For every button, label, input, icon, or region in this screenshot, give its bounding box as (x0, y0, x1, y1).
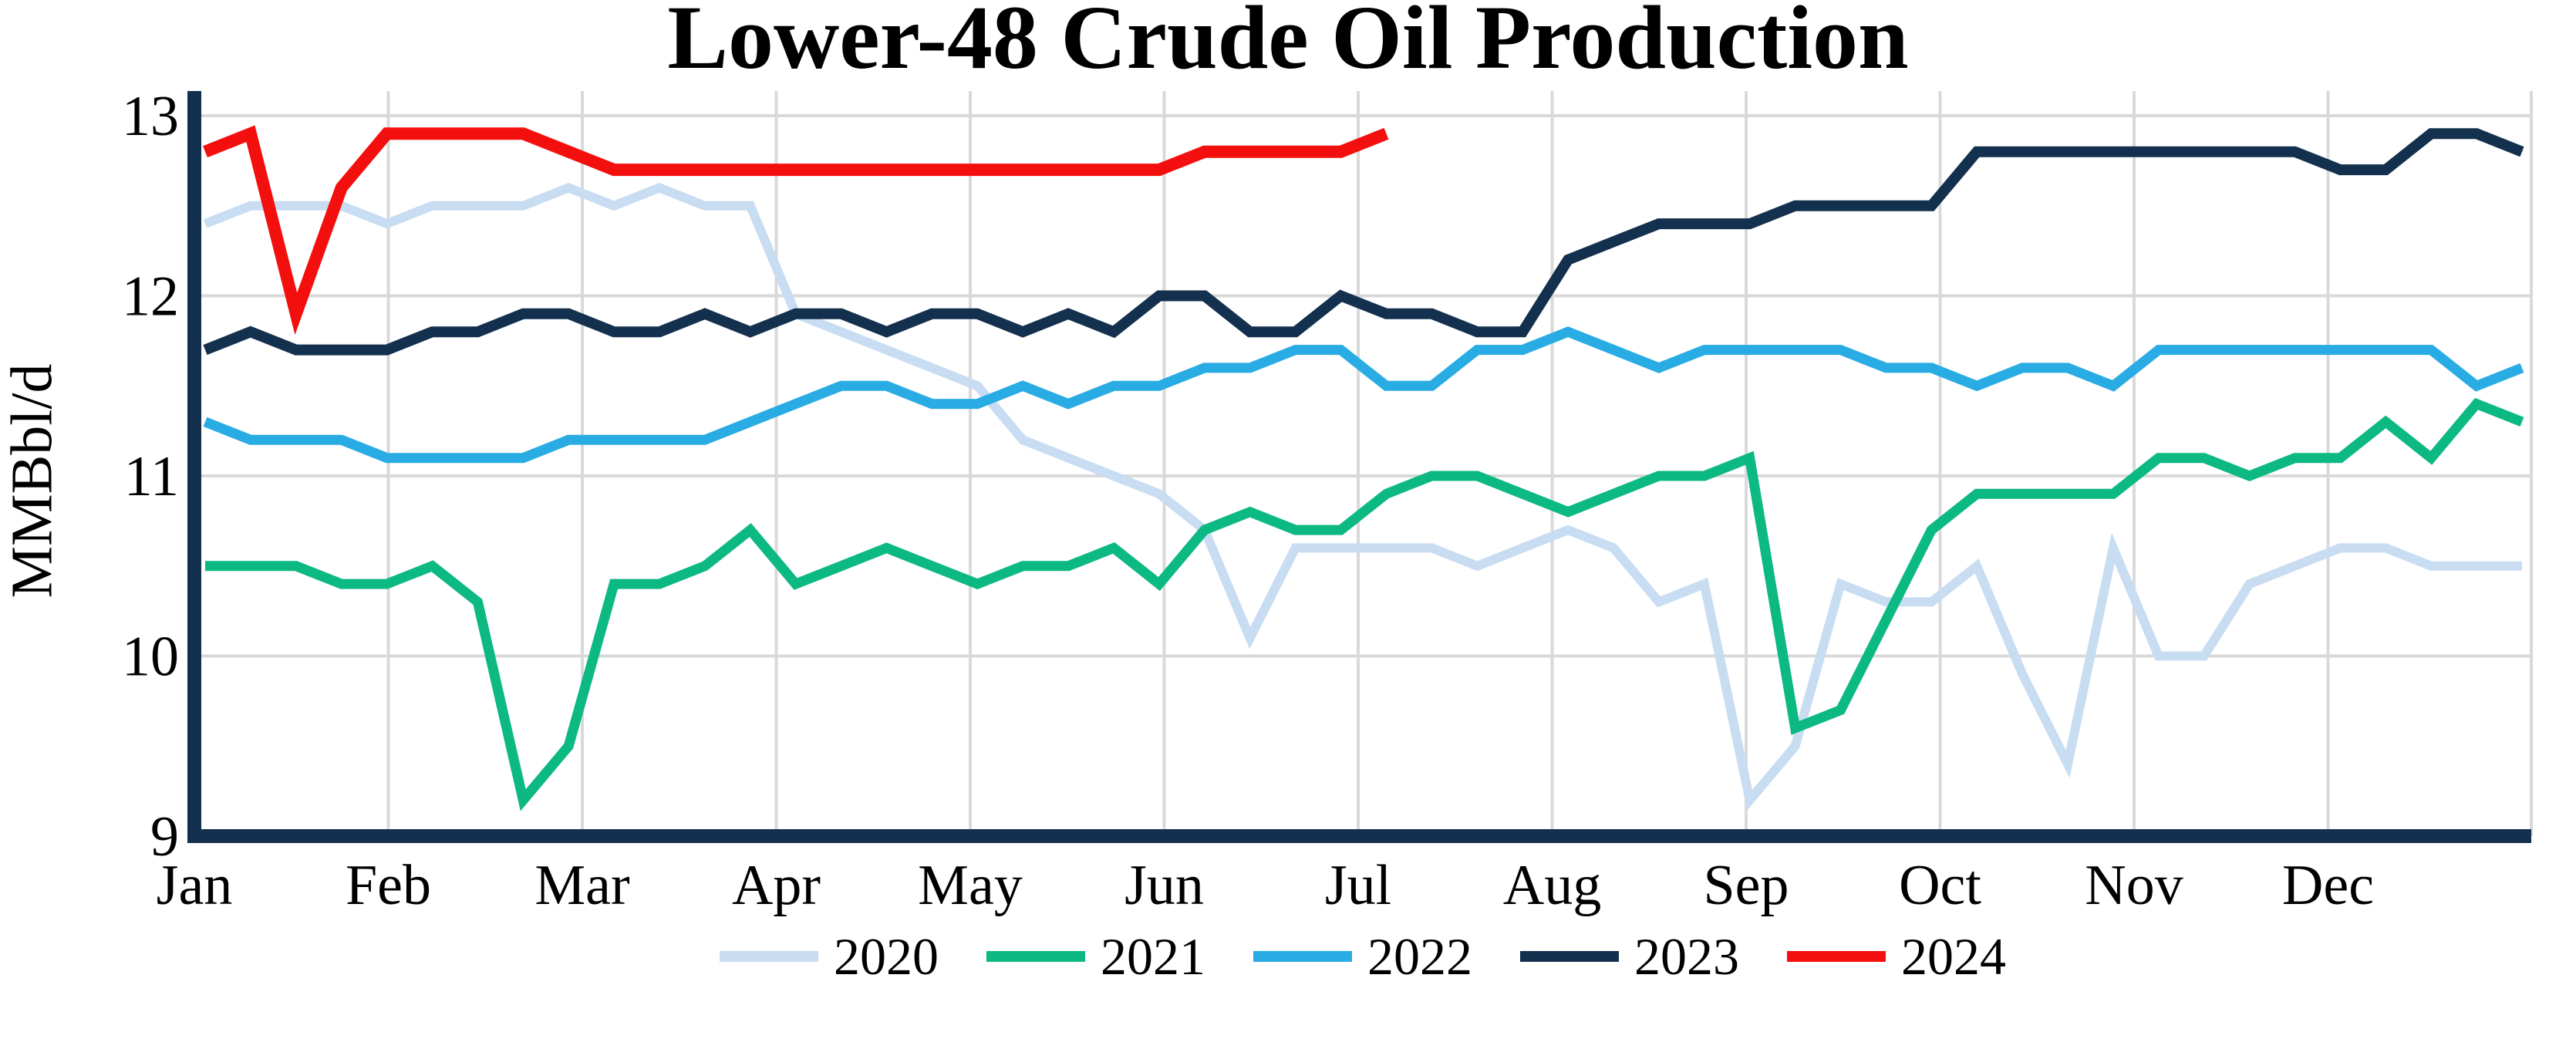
x-tick-label-sep: Sep (1704, 854, 1789, 917)
chart-legend: 2020 2021 2022 2023 2024 (194, 930, 2531, 983)
x-tick-label-may: May (918, 854, 1023, 917)
x-tick-label-dec: Dec (2282, 854, 2374, 917)
series-line-2024 (203, 125, 1389, 336)
y-tick-label-13: 13 (122, 85, 179, 148)
legend-item-2020: 2020 (720, 930, 939, 983)
y-tick-label-11: 11 (124, 445, 179, 508)
x-tick-label-apr: Apr (732, 854, 821, 917)
legend-item-2023: 2023 (1520, 930, 1739, 983)
legend-label-2023: 2023 (1634, 927, 1739, 986)
legend-swatch-2024 (1787, 951, 1886, 962)
series-line-2020 (203, 182, 2522, 811)
x-tick-label-mar: Mar (534, 854, 629, 917)
y-axis-spine (187, 91, 201, 843)
legend-label-2024: 2024 (1901, 927, 2006, 986)
legend-label-2022: 2022 (1367, 927, 1472, 986)
legend-swatch-2021 (986, 951, 1085, 962)
y-tick-label-12: 12 (122, 265, 179, 329)
legend-swatch-2020 (720, 951, 818, 962)
y-tick-label-9: 9 (150, 805, 179, 869)
x-tick-label-aug: Aug (1503, 854, 1601, 917)
x-axis-spine (187, 829, 2531, 843)
legend-item-2024: 2024 (1787, 930, 2006, 983)
x-tick-label-jun: Jun (1124, 854, 1204, 917)
legend-swatch-2023 (1520, 951, 1619, 962)
legend-label-2021: 2021 (1101, 927, 1205, 986)
x-tick-label-feb: Feb (346, 854, 431, 917)
series-line-2021 (205, 397, 2524, 811)
series-line-2023 (203, 128, 2524, 356)
legend-label-2020: 2020 (834, 927, 939, 986)
y-tick-label-10: 10 (122, 626, 179, 689)
x-tick-label-jan: Jan (157, 854, 233, 917)
legend-item-2021: 2021 (986, 930, 1205, 983)
series-line-2022 (203, 326, 2524, 464)
legend-swatch-2022 (1253, 951, 1352, 962)
chart-title: Lower-48 Crude Oil Production (667, 0, 1909, 88)
x-tick-label-jul: Jul (1325, 854, 1391, 917)
legend-item-2022: 2022 (1253, 930, 1472, 983)
x-tick-label-nov: Nov (2085, 854, 2183, 917)
x-tick-label-oct: Oct (1899, 854, 1981, 917)
